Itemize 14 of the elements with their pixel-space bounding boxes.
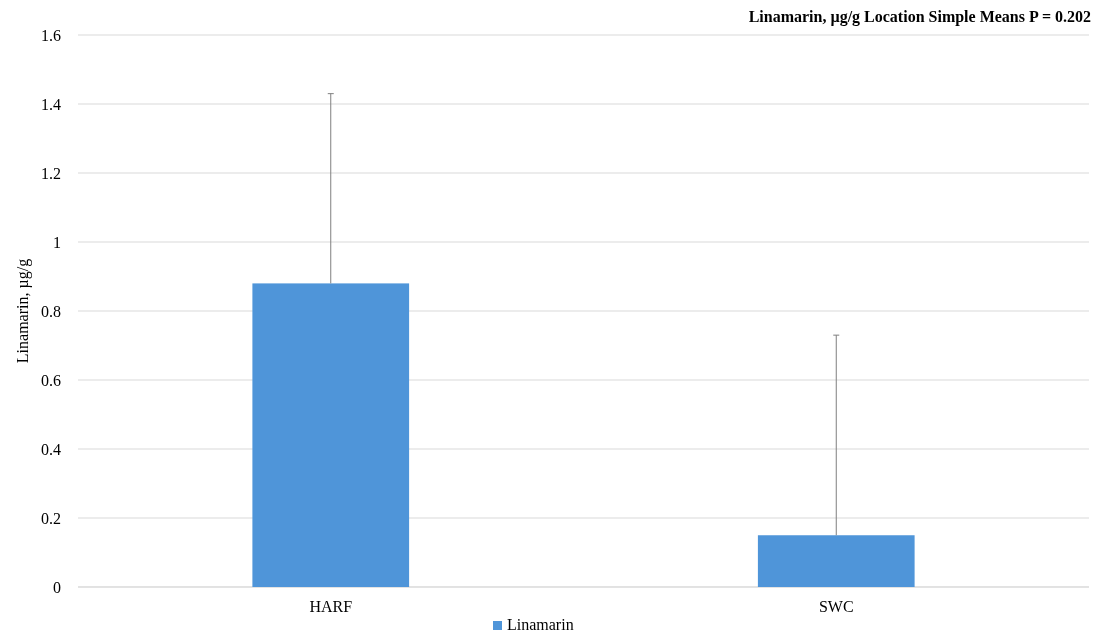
y-tick-label: 0.6 <box>41 371 61 389</box>
y-tick-label: 1.4 <box>41 95 61 113</box>
y-tick-label: 1.6 <box>41 26 61 44</box>
x-tick-label: HARF <box>309 598 353 615</box>
chart-title: Linamarin, µg/g Location Simple Means P = 0.202 <box>748 8 1091 26</box>
y-tick-label: 0.4 <box>41 440 61 458</box>
y-axis-title: Linamarin, µg/g <box>14 258 32 364</box>
y-tick-label: 0.8 <box>41 302 61 320</box>
y-tick-label: 1 <box>53 233 61 251</box>
y-tick-label: 1.2 <box>41 164 61 182</box>
y-tick-label: 0.2 <box>41 509 61 527</box>
legend-label: Linamarin <box>507 616 574 633</box>
x-tick-label: SWC <box>818 598 854 615</box>
y-tick-label: 0 <box>53 578 61 596</box>
